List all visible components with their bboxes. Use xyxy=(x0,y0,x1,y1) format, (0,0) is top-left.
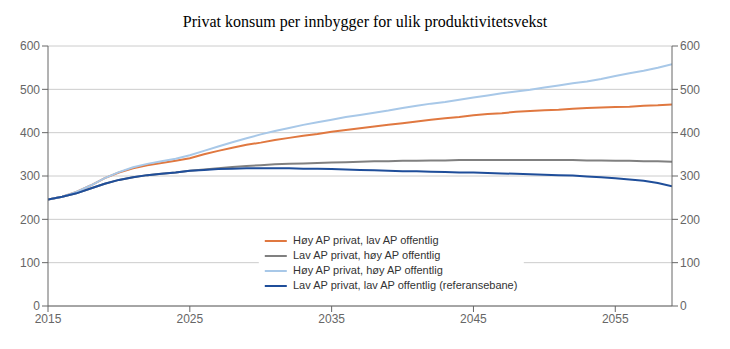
svg-text:500: 500 xyxy=(20,83,40,97)
svg-text:600: 600 xyxy=(20,39,40,53)
svg-text:2055: 2055 xyxy=(602,312,629,326)
svg-text:100: 100 xyxy=(20,256,40,270)
html-text:Høy AP privat, lav AP offentli: Høy AP privat, lav AP offentlig xyxy=(293,234,439,246)
svg-text:500: 500 xyxy=(680,83,700,97)
svg-text:2015: 2015 xyxy=(35,312,62,326)
html-text:Privat konsum per innbygger fo: Privat konsum per innbygger for ulik pro… xyxy=(182,13,548,30)
svg-text:400: 400 xyxy=(680,126,700,140)
svg-text:100: 100 xyxy=(680,256,700,270)
html-text:Lav AP privat, høy AP offentli: Lav AP privat, høy AP offentlig xyxy=(293,249,441,261)
svg-text:400: 400 xyxy=(20,126,40,140)
svg-text:2025: 2025 xyxy=(176,312,203,326)
svg-text:300: 300 xyxy=(680,169,700,183)
svg-text:2035: 2035 xyxy=(318,312,345,326)
svg-text:200: 200 xyxy=(20,213,40,227)
svg-text:0: 0 xyxy=(680,299,687,313)
svg-text:200: 200 xyxy=(680,213,700,227)
svg-text:300: 300 xyxy=(20,169,40,183)
html-text:Høy AP privat, høy AP offentli: Høy AP privat, høy AP offentlig xyxy=(293,264,443,276)
svg-text:2045: 2045 xyxy=(460,312,487,326)
svg-text:600: 600 xyxy=(680,39,700,53)
html-text:Lav AP privat, lav AP offentli: Lav AP privat, lav AP offentlig (referan… xyxy=(293,279,518,291)
svg-text:0: 0 xyxy=(33,299,40,313)
